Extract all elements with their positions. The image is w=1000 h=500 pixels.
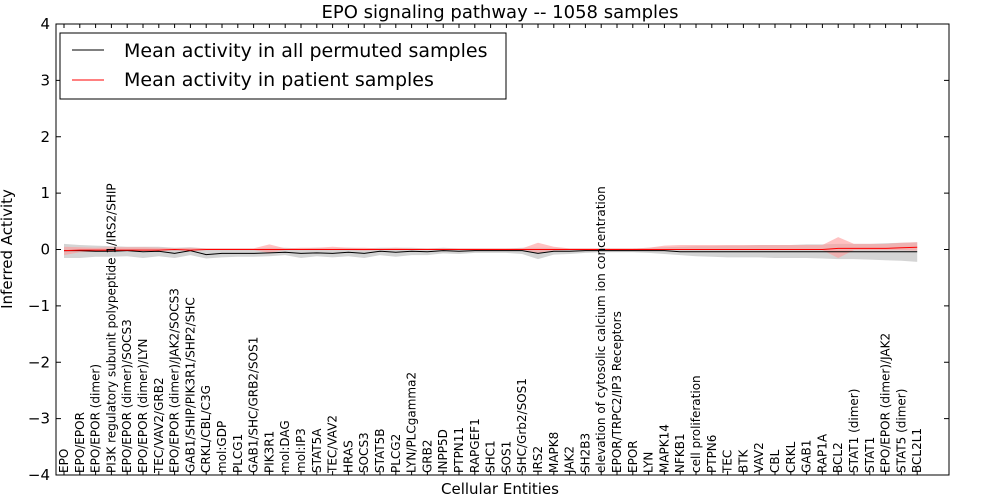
confidence-bands: [64, 237, 918, 262]
series-line-permuted: [64, 250, 918, 256]
category-label-irs2: IRS2: [531, 446, 545, 473]
category-label-vav2: VAV2: [752, 442, 766, 473]
category-label-epo-epor: EPO/EPOR: [73, 412, 87, 473]
category-label-pik3r1: PIK3R1: [262, 431, 276, 473]
category-label-plcg2: PLCG2: [389, 434, 403, 473]
category-label-tec-vav2: TEC/VAV2: [326, 415, 340, 474]
category-label-stat5-dimer: STAT5 (dimer): [894, 389, 908, 473]
category-label-mapk8: MAPK8: [547, 432, 561, 473]
category-label-epo-epor-dimer-jak2: EPO/EPOR (dimer)/JAK2: [879, 333, 893, 473]
category-label-ptpn6: PTPN6: [705, 435, 719, 473]
category-label-btk: BTK: [736, 448, 750, 473]
y-tick-label: 0: [40, 241, 50, 259]
category-label-sos1: SOS1: [499, 441, 513, 473]
category-label-nfkb1: NFKB1: [673, 433, 687, 473]
category-label-epo-epor-dimer-jak2-socs3: EPO/EPOR (dimer)/JAK2/SOCS3: [168, 288, 182, 473]
category-label-epo: EPO: [57, 449, 71, 473]
category-label-sh2b3: SH2B3: [578, 433, 592, 473]
y-tick-label: −2: [28, 353, 50, 371]
category-label-epo-epor-dimer-socs3: EPO/EPOR (dimer)/SOCS3: [120, 319, 134, 473]
legend-label-patient: Mean activity in patient samples: [124, 69, 434, 91]
category-label-mol-gdp: mol:GDP: [215, 421, 229, 473]
x-axis: [63, 24, 918, 475]
category-label-gab1-shc-grb2-sos1: GAB1/SHC/GRB2/SOS1: [247, 337, 261, 473]
category-label-stat1-dimer: STAT1 (dimer): [847, 389, 861, 473]
y-axis-title: Inferred Activity: [0, 189, 16, 309]
legend-label-permuted: Mean activity in all permuted samples: [124, 40, 487, 62]
category-label-mol-ip3: mol:IP3: [294, 428, 308, 473]
category-label-epo-epor-dimer-lyn: EPO/EPOR (dimer)/LYN: [136, 339, 150, 473]
category-label-cbl: CBL: [768, 449, 782, 473]
category-label-inpp5d: INPP5D: [436, 429, 450, 473]
category-label-stat5b: STAT5B: [373, 429, 387, 474]
chart-title: EPO signaling pathway -- 1058 samples: [321, 2, 678, 23]
category-label-crkl-cbl-c3g: CRKL/CBL/C3G: [199, 385, 213, 473]
category-label-elevation-of-cytosolic-calcium-ion-concentration: elevation of cytosolic calcium ion conce…: [594, 186, 608, 473]
category-label-mol-dag: mol:DAG: [278, 420, 292, 473]
category-label-shc1: SHC1: [484, 440, 498, 473]
y-tick-label: 1: [40, 184, 50, 202]
category-label-plcg1: PLCG1: [231, 434, 245, 473]
category-label-gab1: GAB1: [800, 440, 814, 473]
y-tick-label: −1: [28, 297, 50, 315]
category-label-epor: EPOR: [626, 440, 640, 473]
series-lines: [63, 246, 918, 256]
category-label-stat1: STAT1: [863, 437, 877, 473]
category-label-ptpn11: PTPN11: [452, 427, 466, 473]
category-label-tec-vav2-grb2: TEC/VAV2/GRB2: [152, 377, 166, 474]
category-label-lyn: LYN: [642, 452, 656, 473]
x-axis-title: Cellular Entities: [441, 480, 559, 498]
category-label-epor-trpc2-ip3-receptors: EPOR/TRPC2/IP3 Receptors: [610, 311, 624, 473]
y-tick-label: 2: [40, 128, 50, 146]
category-label-shc-grb2-sos1: SHC/Grb2/SOS1: [515, 378, 529, 473]
category-label-rapgef1: RAPGEF1: [468, 418, 482, 473]
legend-box: [59, 32, 507, 100]
category-label-crkl: CRKL: [784, 441, 798, 473]
category-label-lyn-plcgamma2: LYN/PLCgamma2: [405, 372, 419, 473]
category-label-bcl2l1: BCL2L1: [910, 428, 924, 473]
y-tick-label: 4: [40, 15, 50, 33]
category-label-pi3k-regulatory-subunit-polypeptide-1-irs2-ship: PI3K regulatory subunit polypeptide 1/IR…: [104, 183, 118, 473]
y-tick-label: −3: [28, 410, 50, 428]
category-label-stat5a: STAT5A: [310, 428, 324, 473]
category-label-grb2: GRB2: [420, 439, 434, 473]
category-label-gab1-ship-pik3r1-shp2-shc: GAB1/SHIP/PIK3R1/SHP2/SHC: [183, 297, 197, 473]
category-label-rap1a: RAP1A: [815, 433, 829, 473]
y-tick-label: −4: [28, 466, 50, 484]
y-axis: −4 −3 −2 −1 0 1 2 3 4: [28, 15, 949, 484]
category-label-epo-epor-dimer: EPO/EPOR (dimer): [89, 364, 103, 473]
y-tick-label: 3: [40, 71, 50, 89]
category-label-hras: HRAS: [341, 440, 355, 473]
category-label-socs3: SOCS3: [357, 432, 371, 473]
category-label-bcl2: BCL2: [831, 442, 845, 473]
category-label-tec: TEC: [721, 450, 735, 474]
category-labels: EPO EPO/EPOR EPO/EPOR (dimer) PI3K regulato…: [57, 183, 924, 474]
legend: Mean activity in all permuted samples Me…: [59, 32, 507, 100]
category-label-jak2: JAK2: [563, 446, 577, 474]
series-line-patient: [63, 246, 918, 252]
category-label-mapk14: MAPK14: [657, 424, 671, 473]
category-label-cell-proliferation: cell proliferation: [689, 375, 703, 473]
band-patient: [64, 237, 918, 258]
